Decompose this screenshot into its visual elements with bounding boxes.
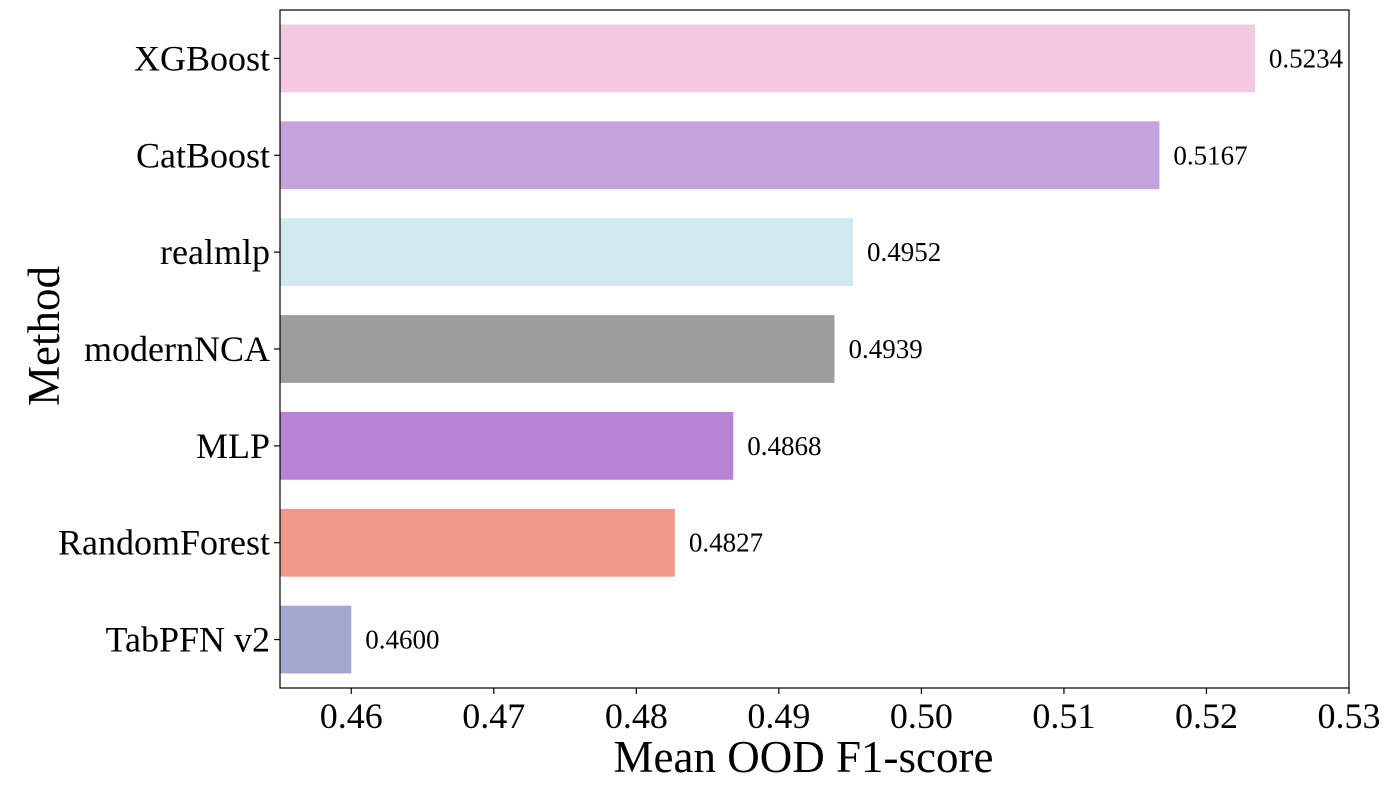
x-axis-label: Mean OOD F1-score [614,732,994,782]
bar-mlp [280,411,734,480]
value-labels-layer: 0.5234 0.5167 0.4952 0.4939 0.4868 0.4827 0.46… [365,43,1343,654]
value-label: 0.4868 [747,431,821,461]
value-label: 0.4827 [689,528,763,558]
bars-layer [280,24,1255,674]
y-tick-label: TabPFN v2 [106,620,271,660]
y-tick-label: realmlp [160,232,270,272]
bar-modernnca [280,315,835,383]
bar-realmlp [280,218,853,287]
y-tick-label: CatBoost [136,135,270,175]
x-tick-label: 0.53 [1318,696,1381,736]
y-tick-label: MLP [196,426,270,466]
value-label: 0.4952 [867,237,941,267]
bar-xgboost [280,24,1255,93]
y-axis-ticks: XGBoost CatBoost realmlp modernNCA MLP Random… [58,38,280,660]
bar-tabpfn-v2 [280,605,352,674]
x-axis-ticks: 0.46 0.47 0.48 0.49 0.50 0.51 0.52 0.53 [320,688,1381,736]
x-tick-label: 0.46 [320,696,383,736]
x-tick-label: 0.49 [747,696,810,736]
y-tick-label: XGBoost [134,38,270,78]
value-label: 0.5167 [1173,140,1247,170]
x-tick-label: 0.51 [1032,696,1095,736]
value-label: 0.5234 [1269,43,1344,73]
y-axis-label: Method [19,266,69,406]
x-tick-label: 0.50 [890,696,953,736]
value-label: 0.4939 [848,334,922,364]
bar-catboost [280,121,1160,190]
y-tick-label: RandomForest [58,523,270,563]
y-tick-label: modernNCA [84,329,270,369]
x-tick-label: 0.52 [1175,696,1238,736]
x-tick-label: 0.48 [605,696,668,736]
x-tick-label: 0.47 [462,696,525,736]
bar-randomforest [280,508,675,577]
value-label: 0.4600 [365,625,439,655]
